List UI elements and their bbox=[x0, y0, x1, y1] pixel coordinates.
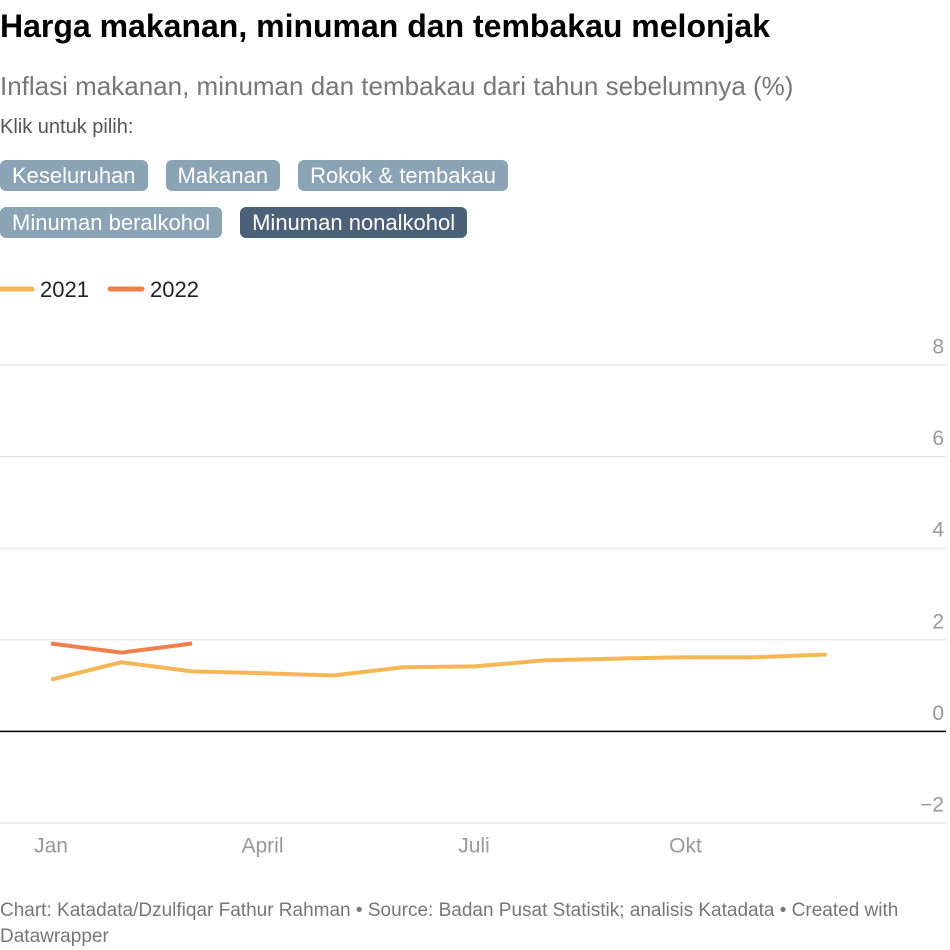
series-line bbox=[50, 652, 827, 682]
filter-button[interactable]: Minuman nonalkohol bbox=[240, 207, 468, 238]
y-tick-label: 6 bbox=[932, 427, 944, 450]
x-tick-label: Jan bbox=[34, 835, 68, 858]
x-tick-label: Okt bbox=[669, 835, 702, 858]
filter-button[interactable]: Keseluruhan bbox=[0, 160, 148, 191]
filter-button[interactable]: Minuman beralkohol bbox=[0, 207, 223, 238]
y-tick-label: −2 bbox=[920, 794, 944, 817]
chart-subtitle: Inflasi makanan, minuman dan tembakau da… bbox=[0, 71, 794, 101]
footer: Chart: Katadata/Dzulfiqar Fathur Rahman … bbox=[0, 900, 899, 947]
y-tick-label: 0 bbox=[932, 702, 944, 725]
prompt: Klik untuk pilih: bbox=[0, 116, 134, 138]
x-tick-label: April bbox=[241, 835, 283, 858]
series-line bbox=[50, 641, 193, 655]
legend-label: 2021 bbox=[40, 277, 89, 302]
button-group: Keseluruhan Makanan Rokok & tembakau Minuma… bbox=[0, 160, 600, 238]
x-tick-label: Juli bbox=[458, 835, 490, 858]
filter-button[interactable]: Makanan bbox=[165, 160, 281, 191]
chart-title: Harga makanan, minuman dan tembakau melo… bbox=[0, 8, 771, 44]
filter-button[interactable]: Rokok & tembakau bbox=[298, 160, 508, 191]
y-tick-label: 4 bbox=[932, 519, 944, 542]
y-tick-label: 2 bbox=[932, 610, 944, 633]
y-tick-label: 8 bbox=[932, 336, 944, 359]
legend-label: 2022 bbox=[150, 277, 199, 302]
